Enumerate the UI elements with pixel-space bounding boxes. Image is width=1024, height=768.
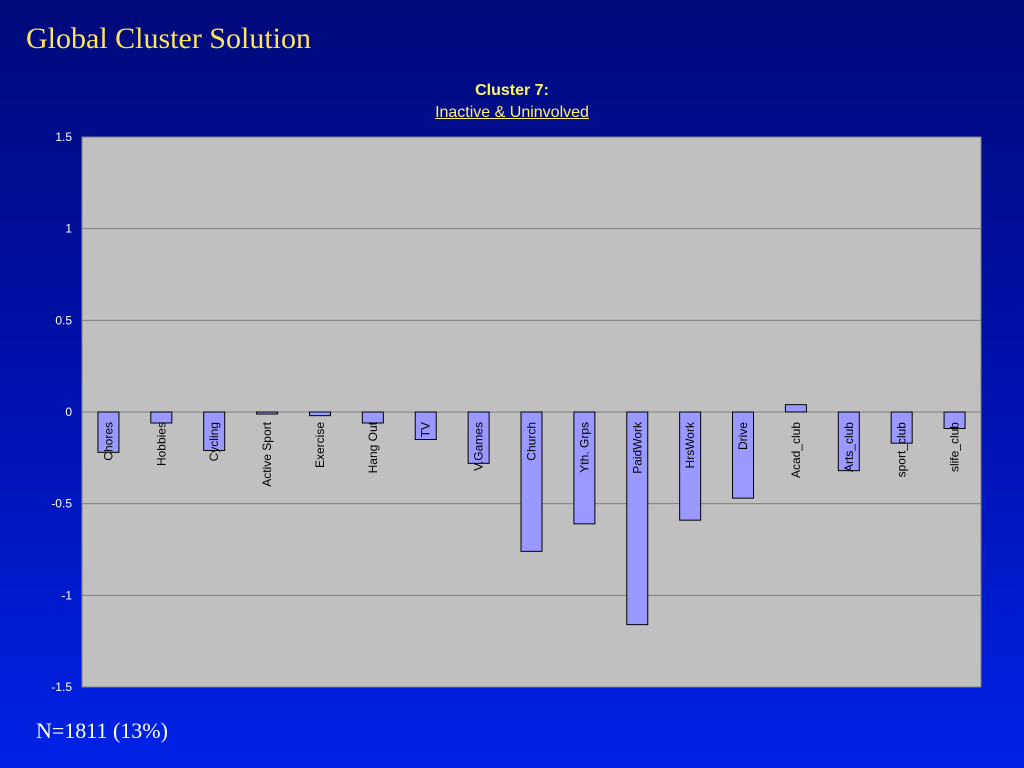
y-tick-label: -0.5 <box>51 497 72 511</box>
x-tick-label: PaidWork <box>630 421 644 474</box>
bar-paidwork <box>626 411 649 626</box>
bars <box>97 404 966 626</box>
x-tick-label: Cycling <box>207 422 221 461</box>
x-tick-label: Yth. Grps <box>577 422 591 473</box>
x-tick-label: HrsWork <box>683 421 697 468</box>
x-tick-label: Drive <box>736 422 750 450</box>
bar-exercise <box>308 411 331 417</box>
slide-title: Global Cluster Solution <box>26 22 311 55</box>
bar-hrswork <box>679 411 702 521</box>
bar-acad-club <box>784 404 807 413</box>
x-tick-label: V.Games <box>472 422 486 471</box>
bar-hobbies <box>150 411 173 424</box>
x-axis-labels: Chores Hobbies Cycling Active Sport Exercise… <box>101 421 961 487</box>
x-tick-label: Arts_club <box>842 422 856 472</box>
bar-slife-club <box>943 411 966 429</box>
x-tick-label: sport_club <box>895 422 909 478</box>
bar-sport-club <box>890 411 913 444</box>
y-tick-label: -1.5 <box>51 680 72 694</box>
bar-v-games <box>467 411 490 464</box>
bar-yth-grps <box>573 411 596 525</box>
x-tick-label: Chores <box>101 422 115 461</box>
chart-subtitle: Inactive & Uninvolved <box>435 104 589 121</box>
chart-title: Cluster 7: <box>475 82 549 99</box>
x-tick-label: Acad_club <box>789 422 803 478</box>
bar-church <box>520 411 543 552</box>
y-axis: 1.5 1 0.5 0 -0.5 -1 -1.5 <box>51 130 72 694</box>
bar-hang-out <box>361 411 384 424</box>
y-tick-label: 1.5 <box>55 130 72 144</box>
bar-active-sport <box>256 411 279 415</box>
bar-cycling <box>203 411 226 451</box>
y-tick-label: -1 <box>61 588 72 602</box>
y-tick-label: 0 <box>65 405 72 419</box>
bar-drive <box>732 411 755 499</box>
bar-arts-club <box>837 411 860 472</box>
x-tick-label: Exercise <box>313 422 327 468</box>
bar-chores <box>97 411 120 453</box>
x-tick-label: Hobbies <box>154 422 168 466</box>
x-tick-label: Church <box>525 422 539 461</box>
y-tick-label: 0.5 <box>55 313 72 327</box>
bar-tv <box>414 411 437 440</box>
x-tick-label: Hang Out <box>366 421 380 473</box>
x-tick-label: TV <box>419 422 433 437</box>
x-tick-label: Active Sport <box>260 421 274 486</box>
x-tick-label: slife_club <box>948 422 962 472</box>
sample-size-note: N=1811 (13%) <box>36 718 168 743</box>
y-tick-label: 1 <box>65 222 72 236</box>
